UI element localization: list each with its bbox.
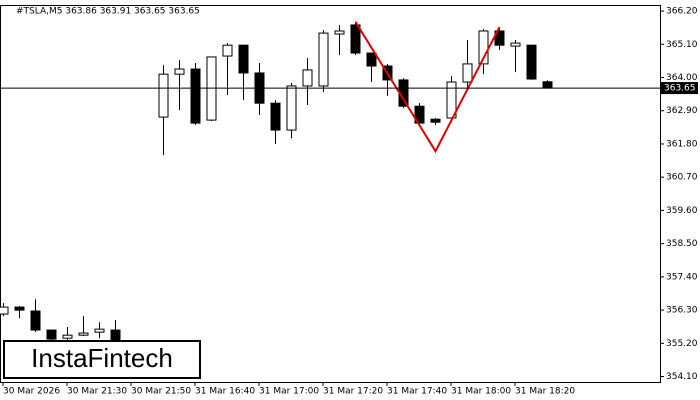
current-price-label: 363.65 <box>664 84 696 94</box>
candle-body <box>238 44 249 74</box>
x-tick-label: 31 Mar 18:20 <box>515 387 575 397</box>
candle-body <box>366 52 377 67</box>
chart-title: #TSLA,M5 363.86 363.91 363.65 363.65 <box>16 7 200 17</box>
candle-body <box>30 310 41 331</box>
x-tick-label: 30 Mar 21:50 <box>131 387 191 397</box>
y-tick-label: 357.40 <box>666 272 698 282</box>
candle-body <box>286 85 297 131</box>
candle-body <box>302 69 313 87</box>
candle-body <box>430 118 441 123</box>
y-tick-label: 358.50 <box>666 239 698 249</box>
candle-body <box>0 306 9 315</box>
y-tick-label: 354.10 <box>666 372 698 382</box>
candle-body <box>350 24 361 54</box>
pattern-line <box>354 21 501 154</box>
y-tick-label: 355.20 <box>666 339 698 349</box>
x-tick-label: 31 Mar 18:00 <box>451 387 511 397</box>
plot-frame <box>0 5 661 383</box>
candle-body <box>414 105 425 124</box>
candle-body <box>494 30 505 46</box>
candle-body <box>190 68 201 124</box>
y-tick-label: 360.70 <box>666 173 698 183</box>
y-tick-label: 365.10 <box>666 40 698 50</box>
x-tick-label: 31 Mar 17:40 <box>387 387 447 397</box>
candle-body <box>222 44 233 57</box>
current-price-box <box>661 82 698 95</box>
x-tick-label: 30 Mar 2026 <box>3 387 60 397</box>
y-tick-label: 362.90 <box>666 106 698 116</box>
candle-body <box>542 81 553 89</box>
candle-body <box>510 42 521 47</box>
logo-box <box>3 340 201 379</box>
candle-body <box>270 102 281 131</box>
y-tick-label: 361.80 <box>666 139 698 149</box>
candle-body <box>14 306 25 311</box>
x-tick-label: 30 Mar 21:30 <box>67 387 127 397</box>
candle-body <box>46 329 57 340</box>
x-tick-label: 31 Mar 16:40 <box>195 387 255 397</box>
candle-body <box>174 68 185 75</box>
candle-body <box>446 81 457 119</box>
x-tick-label: 31 Mar 17:00 <box>259 387 319 397</box>
y-tick-label: 356.30 <box>666 306 698 316</box>
x-tick-label: 31 Mar 17:20 <box>323 387 383 397</box>
candle-body <box>78 332 89 336</box>
candle-body <box>318 32 329 87</box>
y-tick-label: 366.20 <box>666 7 698 17</box>
candle-body <box>94 328 105 333</box>
candle-body <box>62 334 73 339</box>
y-tick-label: 359.60 <box>666 206 698 216</box>
candle-body <box>462 63 473 83</box>
logo: InstaFintech <box>31 343 173 373</box>
candle-body <box>526 44 537 80</box>
candle-body <box>334 30 345 35</box>
candle-body <box>158 73 169 118</box>
y-tick-label: 364.00 <box>666 73 698 83</box>
